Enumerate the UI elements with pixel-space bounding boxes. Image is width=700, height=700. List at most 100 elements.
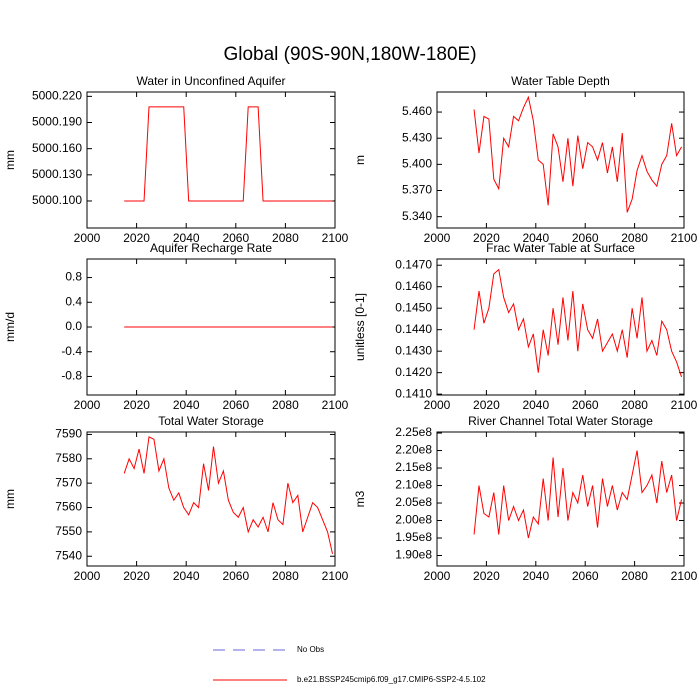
x-tick-label: 2020 <box>123 231 150 245</box>
plot-frame <box>436 91 685 229</box>
x-tick-label: 2000 <box>74 231 101 245</box>
chart-title: Water Table Depth <box>511 74 610 88</box>
legend-label: b.e21.BSSP245cmip6.f09_g17.CMIP6-SSP2-4.… <box>297 675 486 684</box>
y-tick-label: 5.430 <box>402 130 432 144</box>
plot-frame <box>86 91 336 229</box>
x-tick-label: 2040 <box>522 569 549 583</box>
x-tick-label: 2060 <box>572 569 599 583</box>
chart-title: Frac Water Table at Surface <box>486 241 635 255</box>
y-tick-label: -0.4 <box>61 344 82 358</box>
data-line <box>473 95 682 213</box>
x-tick-label: 2080 <box>621 231 648 245</box>
y-tick-label: 0.1470 <box>395 257 432 271</box>
data-line <box>473 450 683 539</box>
y-tick-label: 0.0 <box>65 319 82 333</box>
x-tick-label: 2020 <box>123 398 150 412</box>
figure-title: Global (90S-90N,180W-180E) <box>223 44 476 65</box>
y-tick-label: 0.1410 <box>395 386 432 400</box>
x-tick-label: 2060 <box>572 231 599 245</box>
x-tick-label: 2020 <box>473 398 500 412</box>
x-tick-label: 2100 <box>671 231 698 245</box>
x-tick-label: 2000 <box>74 398 101 412</box>
x-tick-label: 2000 <box>424 569 451 583</box>
x-tick-label: 2040 <box>173 231 200 245</box>
x-tick-label: 2100 <box>322 569 349 583</box>
x-tick-label: 2000 <box>424 231 451 245</box>
y-tick-label: 0.1430 <box>395 343 432 357</box>
y-tick-label: 2.00e8 <box>395 513 432 527</box>
x-tick-label: 2040 <box>522 231 549 245</box>
x-tick-label: 2100 <box>671 398 698 412</box>
y-tick-label: 5000.130 <box>32 167 82 181</box>
y-tick-label: 7540 <box>55 548 82 562</box>
y-tick-label: 7550 <box>55 524 82 538</box>
y-tick-label: 7560 <box>55 500 82 514</box>
x-tick-label: 2020 <box>473 231 500 245</box>
y-tick-label: 0.1450 <box>395 300 432 314</box>
y-tick-label: 5000.190 <box>32 115 82 129</box>
x-tick-label: 2060 <box>222 569 249 583</box>
legend-label: No Obs <box>297 645 324 654</box>
x-tick-label: 2040 <box>173 569 200 583</box>
x-tick-label: 2040 <box>522 398 549 412</box>
plot-frame <box>86 431 336 567</box>
y-tick-label: 2.15e8 <box>395 460 432 474</box>
y-tick-label: 5000.220 <box>32 89 82 103</box>
x-tick-label: 2100 <box>671 569 698 583</box>
chart-title: Water in Unconfined Aquifer <box>137 74 286 88</box>
y-axis-label: mm/d <box>3 312 17 342</box>
y-tick-label: 5.370 <box>402 183 432 197</box>
y-axis-label: m3 <box>353 490 367 507</box>
x-tick-label: 2080 <box>272 231 299 245</box>
x-tick-label: 2080 <box>621 398 648 412</box>
y-axis-label: unitless [0-1] <box>353 293 367 361</box>
chart-title: Total Water Storage <box>158 414 264 428</box>
plot-frame <box>86 258 336 396</box>
x-tick-label: 2100 <box>322 398 349 412</box>
y-axis-label: mm <box>3 150 17 170</box>
y-tick-label: 1.95e8 <box>395 530 432 544</box>
x-tick-label: 2000 <box>424 398 451 412</box>
data-line <box>124 106 333 202</box>
y-tick-label: 0.8 <box>65 270 82 284</box>
plot-frame <box>436 258 685 396</box>
x-tick-label: 2060 <box>222 231 249 245</box>
x-tick-label: 2000 <box>74 569 101 583</box>
y-tick-label: -0.8 <box>61 369 82 383</box>
y-tick-label: 7590 <box>55 427 82 441</box>
y-tick-label: 2.10e8 <box>395 478 432 492</box>
y-tick-label: 2.05e8 <box>395 495 432 509</box>
y-axis-label: mm <box>3 489 17 509</box>
x-tick-label: 2080 <box>621 569 648 583</box>
y-tick-label: 7570 <box>55 475 82 489</box>
y-tick-label: 0.1440 <box>395 322 432 336</box>
x-tick-label: 2040 <box>173 398 200 412</box>
y-tick-label: 2.25e8 <box>395 425 432 439</box>
y-tick-label: 5.460 <box>402 104 432 118</box>
chart-title: River Channel Total Water Storage <box>468 414 653 428</box>
x-tick-label: 2060 <box>572 398 599 412</box>
y-tick-label: 5000.160 <box>32 141 82 155</box>
y-tick-label: 5000.100 <box>32 193 82 207</box>
y-tick-label: 7580 <box>55 451 82 465</box>
x-tick-label: 2080 <box>272 398 299 412</box>
y-tick-label: 1.90e8 <box>395 548 432 562</box>
y-tick-label: 0.4 <box>65 294 82 308</box>
y-tick-label: 2.20e8 <box>395 443 432 457</box>
y-tick-label: 5.400 <box>402 157 432 171</box>
y-tick-label: 0.1460 <box>395 279 432 293</box>
data-line <box>123 436 334 554</box>
y-tick-label: 5.340 <box>402 209 432 223</box>
x-tick-label: 2020 <box>473 569 500 583</box>
x-tick-label: 2060 <box>222 398 249 412</box>
chart-title: Aquifer Recharge Rate <box>150 241 272 255</box>
x-tick-label: 2020 <box>123 569 150 583</box>
data-line <box>473 268 683 378</box>
y-tick-label: 0.1420 <box>395 365 432 379</box>
y-axis-label: m <box>353 155 367 165</box>
x-tick-label: 2100 <box>322 231 349 245</box>
plot-frame <box>436 431 685 567</box>
x-tick-label: 2080 <box>272 569 299 583</box>
